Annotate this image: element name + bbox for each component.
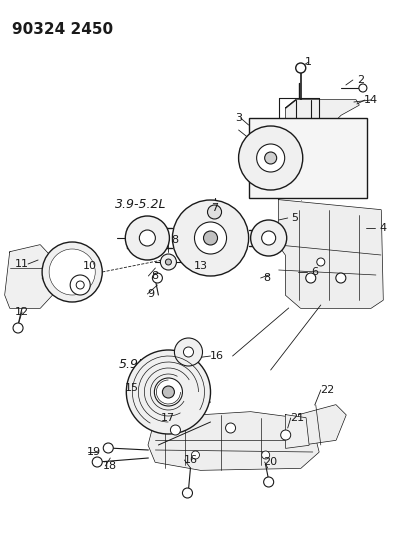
Circle shape xyxy=(238,126,302,190)
Circle shape xyxy=(264,152,276,164)
Circle shape xyxy=(67,267,77,277)
Circle shape xyxy=(191,451,199,459)
Circle shape xyxy=(358,84,366,92)
Text: 1: 1 xyxy=(305,57,311,67)
Text: 8: 8 xyxy=(150,271,158,281)
Circle shape xyxy=(305,273,315,283)
Circle shape xyxy=(183,347,193,357)
Circle shape xyxy=(139,230,155,246)
Text: 19: 19 xyxy=(87,447,101,457)
Circle shape xyxy=(250,220,286,256)
Text: 20: 20 xyxy=(263,457,277,467)
Text: 8: 8 xyxy=(171,235,177,245)
Text: 5: 5 xyxy=(290,213,298,223)
Circle shape xyxy=(207,205,221,219)
Text: 7: 7 xyxy=(211,203,217,213)
Circle shape xyxy=(76,281,84,289)
Circle shape xyxy=(126,350,210,434)
Circle shape xyxy=(165,259,171,265)
Text: 8: 8 xyxy=(262,273,270,283)
Polygon shape xyxy=(298,405,345,445)
Circle shape xyxy=(316,258,324,266)
Circle shape xyxy=(160,254,176,270)
Text: 3: 3 xyxy=(234,113,241,123)
Polygon shape xyxy=(285,100,358,125)
Circle shape xyxy=(295,63,305,73)
Text: 14: 14 xyxy=(363,95,377,105)
Text: 16: 16 xyxy=(183,455,197,465)
Circle shape xyxy=(261,451,269,459)
Text: 12: 12 xyxy=(15,307,29,317)
Circle shape xyxy=(54,254,90,290)
Polygon shape xyxy=(5,245,52,308)
Text: 22: 22 xyxy=(319,385,333,395)
Text: 9: 9 xyxy=(147,289,153,299)
Polygon shape xyxy=(278,200,382,308)
Polygon shape xyxy=(148,412,318,470)
Polygon shape xyxy=(285,415,308,448)
Circle shape xyxy=(152,273,162,283)
Circle shape xyxy=(59,259,85,285)
Circle shape xyxy=(225,423,235,433)
Circle shape xyxy=(125,216,169,260)
Circle shape xyxy=(172,200,248,276)
Text: 5.9L: 5.9L xyxy=(118,358,145,371)
Circle shape xyxy=(182,488,192,498)
Circle shape xyxy=(154,378,182,406)
Circle shape xyxy=(49,249,95,295)
Text: 11: 11 xyxy=(15,259,29,269)
Text: 15: 15 xyxy=(125,383,139,393)
Circle shape xyxy=(103,443,113,453)
Text: 21: 21 xyxy=(289,413,303,423)
Circle shape xyxy=(256,144,284,172)
Circle shape xyxy=(263,477,273,487)
Text: 10: 10 xyxy=(83,261,97,271)
Circle shape xyxy=(261,231,275,245)
Circle shape xyxy=(70,275,90,295)
Circle shape xyxy=(335,273,345,283)
Text: 3.9-5.2L: 3.9-5.2L xyxy=(115,198,166,211)
Text: 17: 17 xyxy=(160,413,174,423)
Text: 16: 16 xyxy=(209,351,223,361)
Circle shape xyxy=(170,425,180,435)
Text: 2: 2 xyxy=(356,75,364,85)
Bar xyxy=(248,118,366,198)
Circle shape xyxy=(162,386,174,398)
Circle shape xyxy=(194,222,226,254)
Text: 18: 18 xyxy=(103,461,117,471)
Text: 6: 6 xyxy=(311,267,318,277)
Text: 13: 13 xyxy=(193,261,207,271)
Text: 4: 4 xyxy=(378,223,386,233)
Circle shape xyxy=(13,323,23,333)
Circle shape xyxy=(203,231,217,245)
Text: 90324 2450: 90324 2450 xyxy=(12,22,113,37)
Circle shape xyxy=(92,457,102,467)
Circle shape xyxy=(174,338,202,366)
Circle shape xyxy=(42,242,102,302)
Circle shape xyxy=(280,430,290,440)
